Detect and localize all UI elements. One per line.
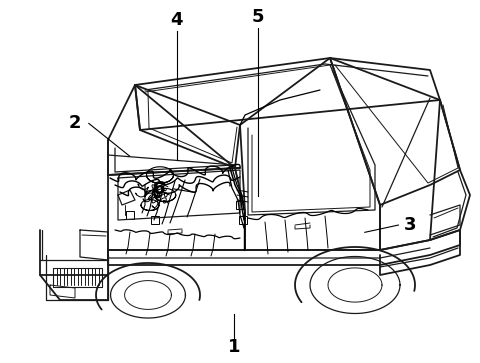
Bar bbox=[236, 201, 244, 209]
Text: 2: 2 bbox=[68, 114, 81, 132]
Bar bbox=[126, 211, 134, 219]
Text: 4: 4 bbox=[170, 11, 183, 29]
Text: 3: 3 bbox=[404, 216, 417, 234]
Bar bbox=[239, 216, 247, 224]
Text: 6: 6 bbox=[153, 180, 166, 198]
Bar bbox=[151, 216, 159, 224]
Text: 1: 1 bbox=[228, 338, 240, 356]
Text: 5: 5 bbox=[252, 8, 264, 26]
